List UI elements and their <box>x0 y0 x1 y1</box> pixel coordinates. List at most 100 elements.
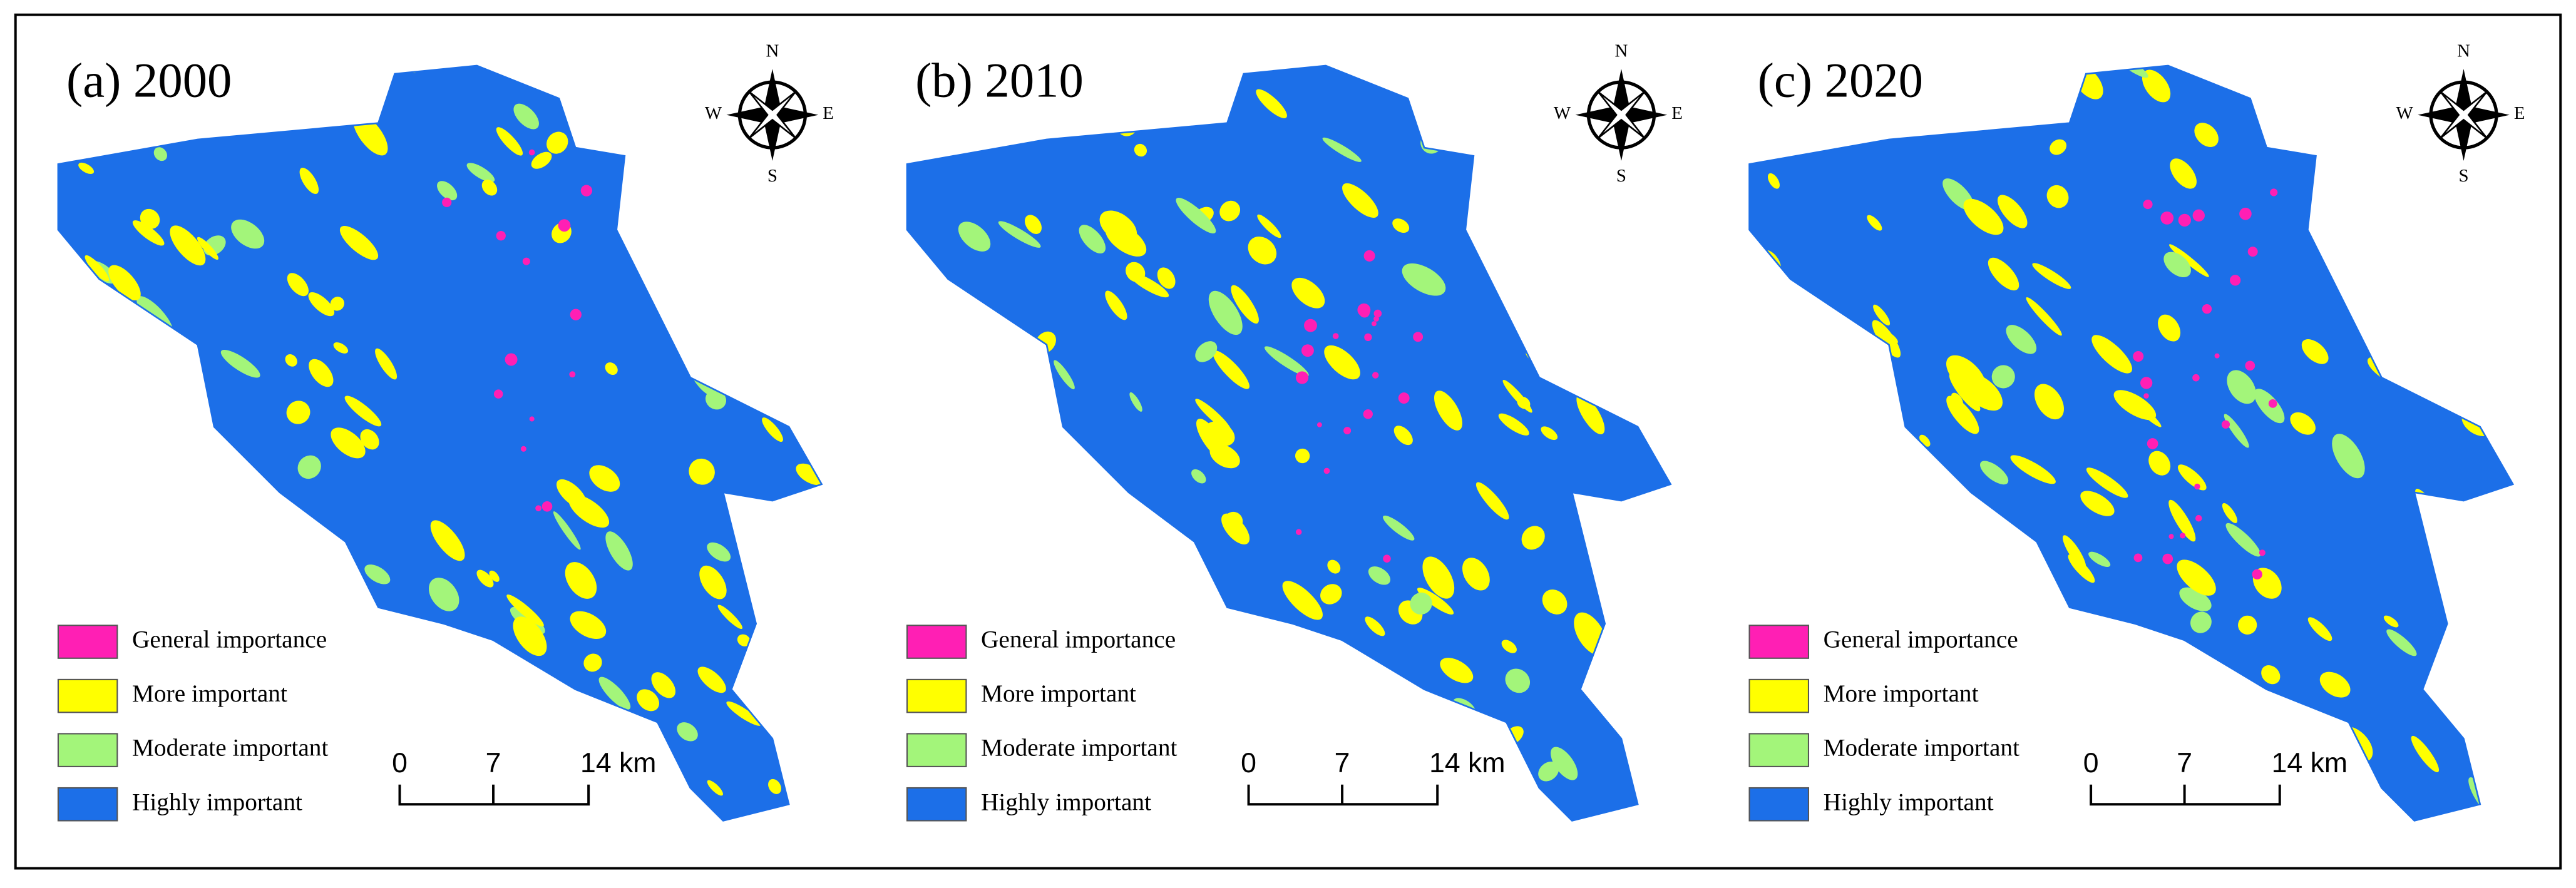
land-patch <box>2006 325 2037 354</box>
land-patch <box>1521 526 1545 550</box>
land-patch <box>768 778 781 794</box>
land-patch <box>2096 660 2123 678</box>
land-patch <box>1963 198 2004 235</box>
land-patch <box>569 371 576 378</box>
land-patch <box>2050 139 2067 155</box>
land-patch <box>1501 640 1517 653</box>
land-patch <box>529 416 535 422</box>
land-patch <box>1139 543 1174 572</box>
land-patch <box>2131 399 2162 427</box>
land-patch <box>297 455 321 479</box>
land-patch <box>1383 515 1415 541</box>
land-patch <box>1800 332 1812 348</box>
land-patch <box>1571 303 1589 319</box>
land-patch <box>528 149 535 156</box>
land-patch <box>2238 615 2257 635</box>
land-patch <box>1502 87 1544 120</box>
legend-swatch <box>1748 787 1810 822</box>
land-patch <box>1991 365 2015 389</box>
legend-label: Moderate important <box>1824 734 2020 762</box>
land-patch <box>64 367 105 399</box>
land-patch <box>955 382 982 407</box>
land-patch <box>1505 668 1531 693</box>
land-patch <box>1845 405 1884 444</box>
compass-label: N <box>2457 41 2470 61</box>
land-patch <box>1434 390 1462 431</box>
land-patch <box>570 309 582 320</box>
land-patch <box>1749 556 1757 569</box>
scale-label: 7 <box>2177 748 2192 778</box>
legend-swatch <box>906 733 967 767</box>
land-patch <box>197 538 221 567</box>
land-patch <box>1541 426 1558 441</box>
land-patch <box>2307 617 2332 641</box>
land-patch <box>1025 421 1056 466</box>
land-patch <box>1869 366 1891 387</box>
land-patch <box>1323 467 1330 474</box>
land-patch <box>2170 158 2197 189</box>
land-patch <box>506 595 544 627</box>
land-patch <box>1368 566 1391 585</box>
land-patch <box>568 494 610 528</box>
land-patch <box>2142 69 2171 103</box>
land-patch <box>1919 434 1931 447</box>
land-patch <box>2222 503 2237 523</box>
land-patch <box>1988 257 2019 291</box>
land-patch <box>1189 673 1216 700</box>
land-patch <box>2202 304 2212 314</box>
land-patch <box>313 600 336 619</box>
land-patch <box>2239 207 2252 220</box>
land-patch <box>508 772 523 788</box>
land-patch <box>85 255 110 282</box>
land-patch <box>1208 290 1243 335</box>
land-patch <box>1373 309 1382 318</box>
land-patch <box>1590 260 1619 302</box>
land-patch <box>1560 144 1604 180</box>
land-patch <box>761 280 792 314</box>
land-patch <box>2259 549 2266 556</box>
land-patch <box>1978 84 1998 104</box>
land-patch <box>558 219 571 232</box>
land-patch <box>790 211 808 227</box>
land-patch <box>352 645 378 683</box>
land-patch <box>541 501 553 512</box>
land-patch <box>67 280 89 302</box>
panel-title: (a) 2000 <box>66 53 232 108</box>
land-patch <box>2010 455 2056 484</box>
land-patch <box>286 401 310 424</box>
map-area <box>1749 65 2513 821</box>
land-patch <box>707 780 723 796</box>
land-patch <box>2194 123 2219 147</box>
land-patch <box>285 354 297 367</box>
land-patch <box>333 342 349 354</box>
land-patch <box>1213 350 1250 389</box>
legend-swatch <box>57 678 118 713</box>
land-patch <box>364 564 391 584</box>
land-patch <box>2043 734 2063 751</box>
land-patch <box>1867 215 1882 231</box>
panel-title: (c) 2020 <box>1758 53 1923 108</box>
land-patch <box>948 531 993 565</box>
land-patch <box>489 570 500 582</box>
land-patch <box>2192 374 2200 382</box>
land-patch <box>299 167 319 195</box>
land-patch <box>126 429 162 459</box>
land-patch <box>1256 89 1287 118</box>
land-patch <box>2261 665 2281 685</box>
map-panel: (a) 2000 N S E W General importance More impor… <box>57 41 834 822</box>
land-patch <box>1808 414 1832 440</box>
land-patch <box>547 131 568 154</box>
land-patch <box>374 634 410 661</box>
map-outline <box>57 64 823 822</box>
land-patch <box>2143 199 2153 210</box>
land-patch <box>442 197 452 207</box>
land-patch <box>1316 422 1322 427</box>
land-patch <box>526 740 553 783</box>
land-patch <box>2290 412 2316 435</box>
land-patch <box>1750 576 1785 620</box>
map-area <box>906 65 1671 821</box>
land-patch <box>58 514 74 549</box>
land-patch <box>2034 384 2064 420</box>
land-patch <box>1410 592 1432 615</box>
map-panel: (b) 2010 N S E W General importance More impor… <box>906 41 1683 822</box>
